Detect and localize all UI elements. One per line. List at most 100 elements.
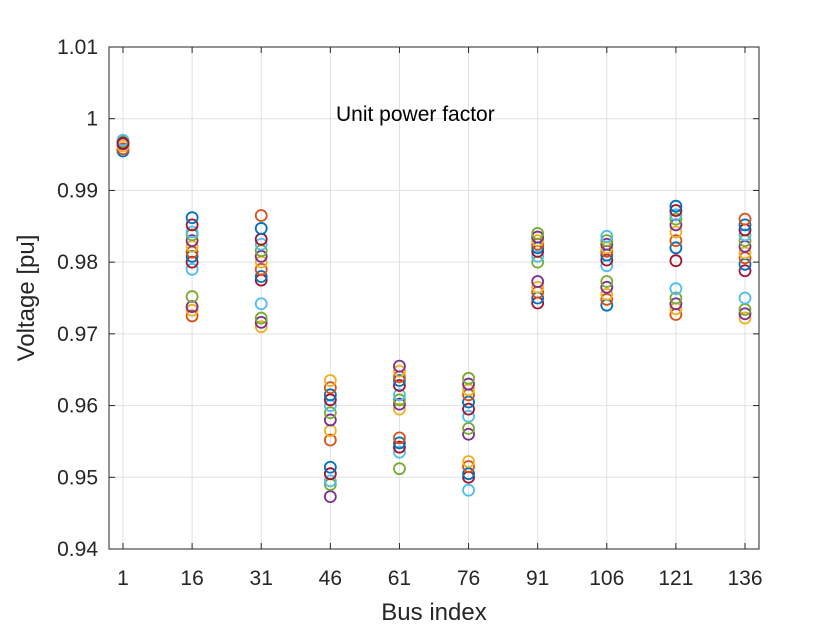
data-point — [323, 393, 337, 407]
x-tick-label: 91 — [526, 567, 549, 590]
data-point — [323, 460, 337, 474]
x-axis-label: Bus index — [381, 599, 486, 626]
data-point — [323, 374, 337, 387]
data-point — [323, 381, 337, 395]
x-tick-label: 136 — [727, 567, 762, 590]
data-point — [738, 228, 752, 242]
y-tick-label: 0.95 — [57, 466, 98, 489]
data-point — [669, 241, 683, 255]
data-point — [738, 311, 752, 325]
data-point — [600, 275, 614, 288]
y-tick-label: 0.99 — [57, 179, 98, 202]
data-point — [669, 225, 683, 239]
data-point — [393, 359, 406, 373]
data-point — [185, 309, 199, 323]
data-point — [600, 234, 614, 248]
data-point — [669, 234, 683, 248]
data-point — [185, 262, 199, 276]
data-point — [531, 230, 545, 244]
data-point — [254, 209, 268, 222]
data-point — [254, 315, 268, 329]
data-point — [669, 282, 683, 296]
data-point — [185, 255, 199, 269]
data-point — [393, 436, 406, 450]
data-point — [531, 234, 545, 248]
data-point — [669, 291, 683, 305]
data-point — [254, 262, 268, 276]
data-point — [323, 467, 337, 481]
data-point — [393, 445, 406, 459]
data-point — [393, 397, 406, 411]
data-point — [185, 234, 199, 248]
x-tick-label: 61 — [388, 567, 411, 590]
data-point — [600, 280, 614, 294]
data-point — [531, 280, 545, 294]
data-point — [185, 300, 199, 314]
x-tick-label: 121 — [658, 567, 693, 590]
data-point — [738, 307, 752, 321]
x-tick-label: 1 — [117, 567, 129, 590]
data-point — [393, 379, 406, 392]
data-point — [462, 467, 475, 481]
data-point — [462, 395, 475, 409]
data-point — [116, 136, 130, 150]
data-point — [254, 320, 268, 334]
data-point — [600, 237, 614, 251]
y-tick-label: 0.96 — [57, 395, 98, 418]
data-point — [393, 431, 406, 445]
y-tick-label: 0.97 — [57, 323, 98, 346]
data-point — [254, 311, 268, 325]
y-tick-label: 0.98 — [57, 251, 98, 274]
y-tick-label: 1 — [86, 108, 98, 131]
data-point — [254, 250, 268, 263]
y-tick-label: 0.94 — [57, 538, 98, 561]
data-point — [462, 460, 475, 473]
data-point — [462, 422, 475, 435]
data-point — [323, 388, 337, 402]
data-point — [669, 204, 683, 217]
data-point — [600, 253, 614, 267]
data-point — [600, 229, 614, 243]
chart-annotation: Unit power factor — [336, 103, 495, 126]
data-point — [393, 440, 406, 454]
data-point — [462, 483, 475, 497]
data-point — [462, 409, 475, 423]
data-point — [531, 250, 545, 263]
x-axis-ticks: 1 16 31 46 61 76 91 106 121 136 — [117, 47, 763, 590]
data-point — [531, 227, 545, 240]
plot-area-frame — [108, 46, 760, 550]
data-point — [738, 264, 752, 278]
data-point — [393, 393, 406, 407]
x-tick-label: 31 — [250, 567, 273, 590]
data-point — [600, 293, 614, 306]
x-tick-label: 76 — [457, 567, 480, 590]
data-point — [185, 218, 199, 232]
plot-area-background — [109, 47, 759, 549]
data-point — [669, 218, 683, 232]
data-point — [600, 288, 614, 301]
data-point — [669, 208, 683, 222]
data-point — [738, 291, 752, 305]
data-point — [185, 225, 199, 239]
data-point — [254, 222, 268, 235]
data-point — [462, 377, 475, 391]
data-point — [393, 402, 406, 416]
data-point — [462, 427, 475, 441]
data-point — [669, 212, 683, 226]
data-point — [393, 374, 406, 387]
data-point — [462, 455, 475, 468]
data-point — [254, 297, 268, 311]
data-point — [323, 490, 337, 504]
y-tick-label: 1.01 — [57, 36, 98, 59]
data-point — [323, 406, 337, 420]
y-axis-label: Voltage [pu] — [13, 235, 40, 362]
data-point — [254, 237, 268, 251]
data-point — [323, 474, 337, 488]
data-point — [185, 290, 199, 303]
data-point — [185, 250, 199, 263]
data-point — [738, 246, 752, 260]
data-point — [669, 199, 683, 213]
data-point — [738, 218, 752, 232]
x-tick-label: 16 — [180, 567, 203, 590]
